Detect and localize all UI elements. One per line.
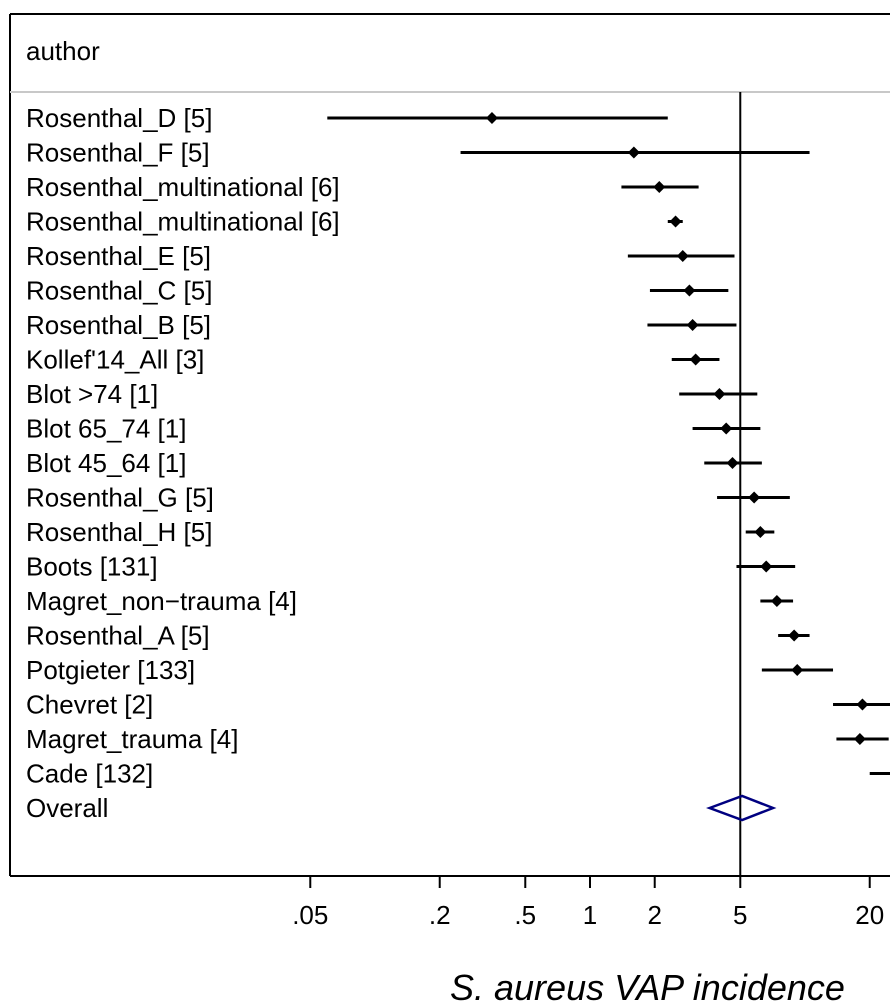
study-label: Rosenthal_A [5] <box>26 621 210 651</box>
point-estimate <box>689 353 702 366</box>
point-estimate <box>856 698 869 711</box>
point-estimate <box>627 146 640 159</box>
study-label: Magret_trauma [4] <box>26 724 238 754</box>
x-tick-label: 20 <box>855 900 884 930</box>
point-estimate <box>485 112 498 124</box>
point-estimate <box>770 595 783 607</box>
study-label: Blot >74 [1] <box>26 379 158 409</box>
point-estimate <box>760 560 773 573</box>
point-estimate <box>720 422 733 435</box>
point-estimate <box>686 319 699 331</box>
plot-frame <box>9 13 890 877</box>
point-estimate <box>791 664 804 676</box>
study-label: Potgieter [133] <box>26 655 195 685</box>
x-tick-label: 5 <box>733 900 747 930</box>
study-label: Boots [131] <box>26 552 158 582</box>
study-label: Rosenthal_H [5] <box>26 517 212 547</box>
study-label: Rosenthal_D [5] <box>26 103 212 133</box>
study-label: Rosenthal_multinational [6] <box>26 172 340 202</box>
study-label: Cade [132] <box>26 759 153 789</box>
point-estimate <box>683 284 696 297</box>
x-tick-label: 1 <box>583 900 597 930</box>
study-label: Chevret [2] <box>26 690 153 720</box>
point-estimate <box>853 733 866 745</box>
study-label: Rosenthal_G [5] <box>26 483 214 513</box>
point-estimate <box>669 215 682 228</box>
x-tick-label: .05 <box>292 900 328 930</box>
point-estimate <box>754 526 767 538</box>
overall-diamond <box>705 794 777 822</box>
point-estimate <box>713 388 726 400</box>
study-label: Rosenthal_F [5] <box>26 138 210 168</box>
overall-label: Overall <box>26 793 108 823</box>
study-label: Magret_non−trauma [4] <box>26 586 297 616</box>
x-tick-label: .5 <box>514 900 536 930</box>
study-label: Rosenthal_B [5] <box>26 310 211 340</box>
column-header: author <box>26 36 100 66</box>
study-label: Blot 65_74 [1] <box>26 414 186 444</box>
x-tick-label: 2 <box>647 900 661 930</box>
point-estimate <box>726 457 739 469</box>
chart-marks <box>327 92 890 876</box>
study-label: Blot 45_64 [1] <box>26 448 186 478</box>
point-estimate <box>653 181 666 193</box>
study-label: Rosenthal_C [5] <box>26 276 212 306</box>
x-axis-ticks: .05.2.51252050 <box>292 876 884 930</box>
study-label: Kollef'14_All [3] <box>26 345 204 375</box>
study-labels: Rosenthal_D [5] Rosenthal_F [5] Rosenthal_… <box>26 103 340 823</box>
point-estimate <box>788 629 801 642</box>
x-axis-label: S. aureus VAP incidence <box>450 967 845 1008</box>
study-label: Rosenthal_multinational [6] <box>26 207 340 237</box>
point-estimate <box>676 250 689 262</box>
study-label: Rosenthal_E [5] <box>26 241 211 271</box>
point-estimate <box>748 491 761 504</box>
x-tick-label: .2 <box>429 900 451 930</box>
